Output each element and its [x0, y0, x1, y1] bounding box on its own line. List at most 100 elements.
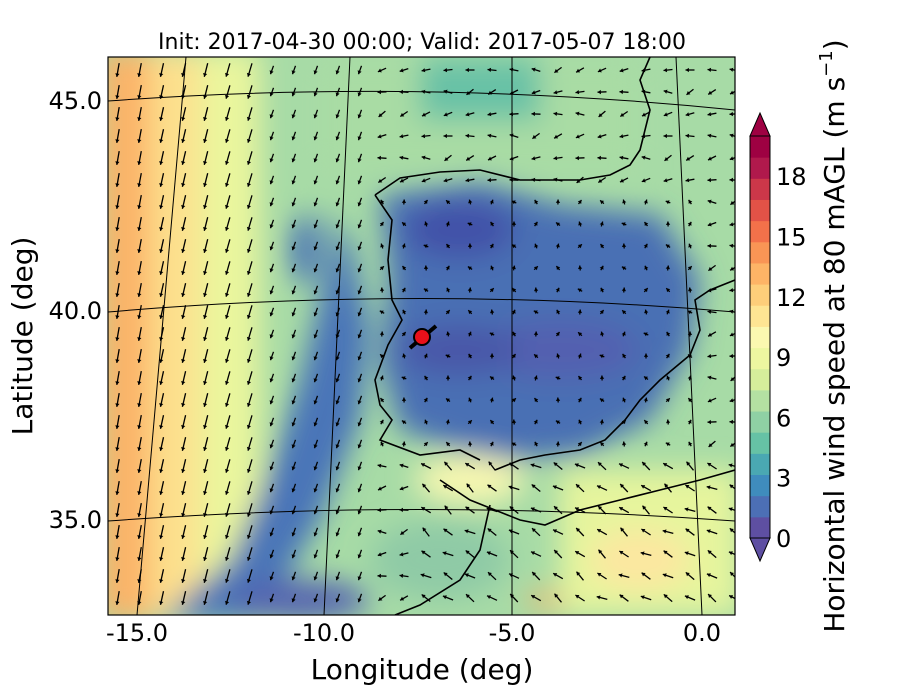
wind-arrow-head: [159, 183, 164, 187]
y-tick-45: 45.0: [49, 87, 102, 115]
wind-arrow-head: [663, 463, 668, 467]
wind-arrow-head: [578, 376, 583, 380]
wind-arrow-head: [641, 155, 646, 160]
wind-arrow-head: [467, 222, 472, 227]
wind-arrow-head: [553, 111, 558, 116]
wind-arrow-head: [642, 505, 647, 510]
wind-arrow-head: [708, 90, 713, 95]
wind-arrow-head: [553, 90, 558, 95]
wind-arrow-head: [313, 136, 318, 141]
wind-arrow-head: [159, 161, 164, 165]
wind-arrow-head: [115, 579, 120, 583]
wind-arrow-head: [490, 376, 494, 381]
wind-arrow-head: [512, 375, 517, 380]
wind-arrow-head: [335, 136, 340, 141]
wind-arrow-head: [642, 462, 647, 466]
wind-arrow-head: [291, 510, 296, 515]
wind-arrow-head: [663, 133, 667, 139]
wind-arrow-head: [181, 579, 186, 583]
wind-arrow-head: [597, 134, 602, 139]
wind-arrow-head: [729, 484, 734, 489]
wind-arrow-head: [269, 136, 274, 141]
x-axis: -15.0 -10.0 -5.0 0.0 Longitude (deg): [106, 619, 721, 686]
wind-arrow-head: [313, 180, 318, 185]
wind-arrow-head: [246, 446, 251, 451]
wind-arrow-head: [137, 469, 142, 473]
colorbar-tick-label: 12: [776, 284, 807, 312]
wind-arrow-head: [159, 359, 164, 363]
wind-arrow-head: [468, 397, 473, 402]
wind-arrow-head: [159, 469, 164, 473]
wind-arrow-head: [335, 312, 340, 317]
wind-arrow-head: [729, 353, 733, 359]
wind-arrow-head: [335, 510, 340, 515]
wind-arrow-head: [619, 68, 624, 73]
wind-arrow-head: [181, 315, 186, 319]
wind-arrow-head: [490, 309, 495, 314]
wind-arrow-head: [554, 506, 558, 511]
wind-arrow-head: [728, 551, 733, 556]
wind-arrow-head: [688, 199, 693, 204]
wind-arrow-head: [181, 601, 186, 605]
wind-arrow-head: [465, 550, 470, 555]
wind-arrow-head: [313, 114, 318, 119]
wind-arrow-head: [468, 353, 473, 358]
wind-arrow-head: [730, 266, 735, 271]
wind-arrow-head: [706, 573, 711, 578]
colorbar-ticks: 0 3 6 9 12 15 18: [776, 163, 807, 553]
wind-arrow-head: [225, 556, 230, 561]
colorbar-segment: [750, 495, 770, 518]
wind-arrow-head: [685, 178, 690, 183]
wind-arrow-head: [269, 114, 274, 119]
wind-arrow-head: [464, 573, 469, 578]
wind-arrow-head: [291, 532, 296, 537]
wind-arrow-head: [644, 222, 649, 226]
wind-arrow-head: [357, 70, 362, 75]
wind-arrow-head: [423, 442, 428, 447]
wind-arrow-head: [446, 442, 451, 447]
wind-arrow-head: [509, 462, 514, 467]
wind-arrow-head: [246, 600, 251, 605]
wind-arrow-head: [357, 576, 362, 581]
colorbar-segment: [750, 241, 770, 264]
wind-arrow-head: [137, 271, 142, 275]
wind-arrow-head: [576, 484, 580, 489]
wind-arrow-head: [685, 528, 690, 533]
wind-arrow-head: [203, 95, 208, 99]
wind-arrow-head: [531, 156, 536, 161]
wind-arrow-head: [442, 551, 447, 556]
wind-arrow-head: [619, 134, 624, 139]
wind-arrow-head: [662, 529, 667, 534]
colorbar: 0 3 6 9 12 15 18 Horizontal wind speed at 80 m…: [749, 39, 851, 633]
wind-arrow-head: [380, 354, 385, 359]
wind-arrow-head: [532, 572, 537, 576]
wind-arrow-head: [181, 381, 186, 385]
wind-arrow-head: [708, 156, 712, 161]
wind-arrow-head: [246, 358, 251, 363]
wind-arrow-head: [313, 246, 318, 251]
wind-arrow-head: [269, 356, 274, 361]
wind-arrow-head: [246, 512, 251, 517]
wind-arrow-head: [708, 443, 713, 447]
wind-arrow-head: [225, 358, 230, 363]
wind-arrow-head: [600, 200, 604, 205]
wind-arrow-head: [466, 594, 470, 599]
wind-arrow-head: [664, 483, 669, 488]
wind-arrow-head: [401, 243, 406, 248]
wind-arrow-head: [488, 572, 492, 577]
wind-arrow-head: [534, 199, 539, 204]
wind-arrow-head: [246, 556, 251, 561]
wind-arrow-head: [401, 441, 406, 446]
wind-arrow-head: [203, 315, 208, 319]
wind-arrow-head: [181, 139, 186, 143]
wind-arrow-head: [203, 359, 208, 363]
wind-arrow-head: [641, 485, 646, 489]
wind-arrow-head: [578, 419, 583, 424]
wind-arrow-head: [707, 67, 712, 72]
wind-arrow-head: [377, 155, 381, 161]
colorbar-segment: [750, 262, 770, 285]
wind-arrow-head: [621, 243, 627, 247]
wind-arrow-head: [225, 336, 230, 341]
wind-arrow-head: [664, 157, 669, 161]
y-tick-35: 35.0: [49, 506, 102, 534]
